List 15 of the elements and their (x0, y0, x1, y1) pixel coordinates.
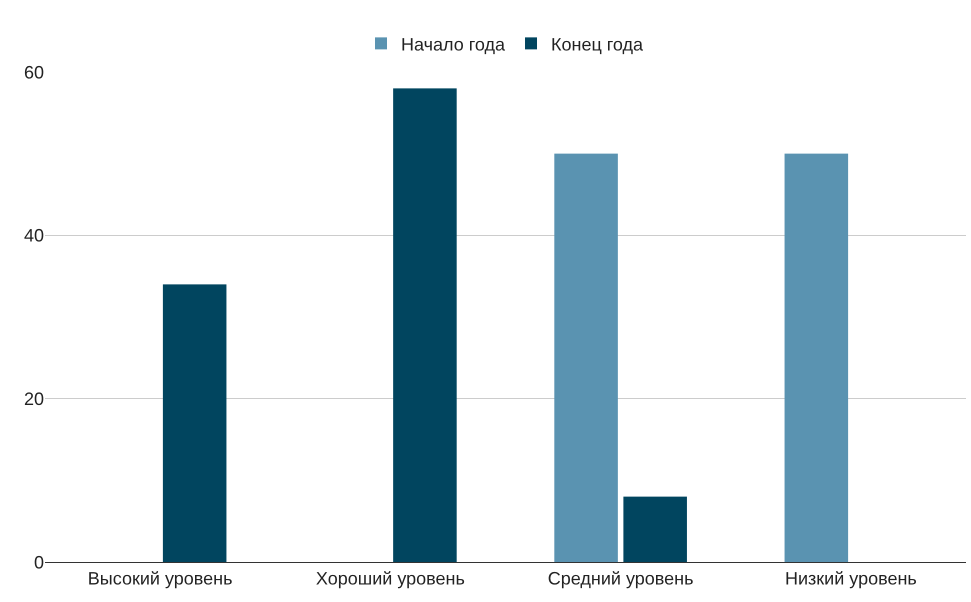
bar (393, 88, 457, 562)
legend-label: Конец года (551, 34, 644, 54)
bar (784, 154, 848, 562)
y-tick-label: 20 (24, 388, 44, 409)
bar (623, 496, 687, 562)
y-tick-label: 40 (24, 226, 44, 246)
y-tick-label: 60 (24, 62, 44, 82)
x-tick-label: Средний уровень (548, 568, 694, 589)
y-tick-label: 0 (34, 552, 44, 572)
bar (162, 284, 226, 562)
bar (554, 154, 618, 562)
x-tick-label: Высокий уровень (88, 568, 232, 589)
x-tick-label: Низкий уровень (784, 568, 917, 589)
x-tick-label: Хороший уровень (316, 568, 465, 589)
legend-label: Начало года (401, 34, 506, 54)
